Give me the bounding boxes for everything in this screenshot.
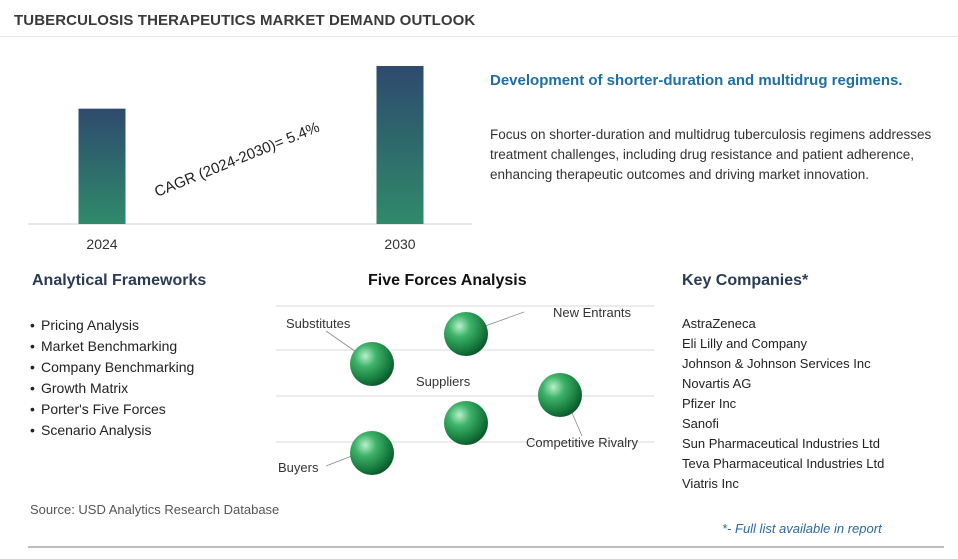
company-item: Johnson & Johnson Services Inc <box>682 356 871 371</box>
framework-item: • Market Benchmarking <box>30 336 194 357</box>
cagr-annotation: CAGR (2024-2030)= 5.4% <box>152 119 322 201</box>
new-entrants-sphere <box>444 312 488 356</box>
framework-item: • Pricing Analysis <box>30 315 194 336</box>
market-bar-chart: 2024 2030 CAGR (2024-2030)= 5.4% <box>28 66 472 252</box>
framework-item-label: Company Benchmarking <box>41 359 195 375</box>
bar-2024 <box>78 108 126 224</box>
analytical-frameworks-list: • Pricing Analysis • Market Benchmarking • Co… <box>30 315 194 441</box>
page-title: TUBERCULOSIS THERAPEUTICS MARKET DEMAND … <box>14 12 476 29</box>
source-note: Source: USD Analytics Research Database <box>30 502 280 517</box>
company-item: Pfizer Inc <box>682 396 737 411</box>
company-item: AstraZeneca <box>682 316 756 331</box>
framework-item: • Growth Matrix <box>30 378 194 399</box>
framework-item-label: Porter's Five Forces <box>41 401 166 417</box>
bullet-icon: • <box>30 317 35 333</box>
x-tick-label: 2024 <box>86 236 117 252</box>
framework-item: • Porter's Five Forces <box>30 399 194 420</box>
x-tick-label: 2030 <box>384 236 415 252</box>
new-entrants-label: New Entrants <box>553 305 632 320</box>
suppliers-label: Suppliers <box>416 374 471 389</box>
bullet-icon: • <box>30 359 35 375</box>
framework-item-label: Scenario Analysis <box>41 422 152 438</box>
analytical-frameworks-heading: Analytical Frameworks <box>32 272 207 289</box>
substitutes-sphere <box>350 342 394 386</box>
company-item: Viatris Inc <box>682 476 739 491</box>
bullet-icon: • <box>30 422 35 438</box>
bullet-icon: • <box>30 380 35 396</box>
company-item: Eli Lilly and Company <box>682 336 808 351</box>
competitive-rivalry-sphere <box>538 373 582 417</box>
bottom-divider <box>28 546 944 548</box>
title-divider <box>0 36 958 37</box>
substitutes-label: Substitutes <box>286 316 351 331</box>
framework-item-label: Pricing Analysis <box>41 317 140 333</box>
company-item: Teva Pharmaceutical Industries Ltd <box>682 456 885 471</box>
buyers-label: Buyers <box>278 460 319 475</box>
key-companies-heading: Key Companies* <box>682 272 809 289</box>
company-item: Novartis AG <box>682 376 752 391</box>
bullet-icon: • <box>30 338 35 354</box>
framework-item: • Company Benchmarking <box>30 357 194 378</box>
company-item: Sun Pharmaceutical Industries Ltd <box>682 436 880 451</box>
competitive-rivalry-label: Competitive Rivalry <box>526 435 638 450</box>
framework-item-label: Market Benchmarking <box>41 338 178 354</box>
company-item: Sanofi <box>682 416 719 431</box>
framework-item: • Scenario Analysis <box>30 420 194 441</box>
bullet-icon: • <box>30 401 35 417</box>
framework-item-label: Growth Matrix <box>41 380 129 396</box>
five-forces-heading: Five Forces Analysis <box>368 272 527 289</box>
five-forces-diagram: Substitutes New Entrants Suppliers Compe… <box>276 305 654 475</box>
highlight-body: Focus on shorter-duration and multidrug … <box>490 127 932 182</box>
suppliers-sphere <box>444 401 488 445</box>
highlight-heading: Development of shorter-duration and mult… <box>490 72 903 89</box>
footnote: *- Full list available in report <box>722 521 882 536</box>
bar-2030 <box>376 66 424 224</box>
key-companies-list: AstraZeneca Eli Lilly and Company Johnson … <box>682 314 884 494</box>
buyers-sphere <box>350 431 394 475</box>
